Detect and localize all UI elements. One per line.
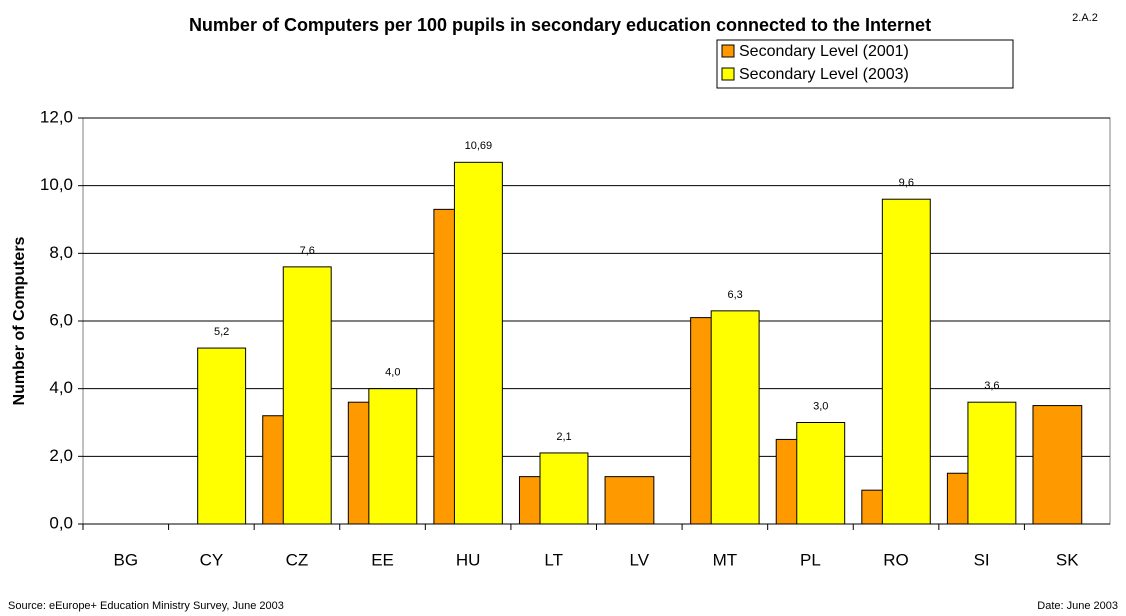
legend-label: Secondary Level (2001)	[739, 43, 909, 60]
bar	[368, 388, 418, 525]
data-label: 3,6	[984, 380, 999, 392]
source-note: Source: eEurope+ Education Ministry Surv…	[8, 600, 284, 612]
bar	[539, 452, 589, 525]
legend-box	[716, 39, 1014, 89]
x-tick-label: HU	[456, 550, 481, 569]
bar	[967, 401, 1017, 525]
x-tick-label: LV	[630, 550, 650, 569]
x-tick-label: LT	[544, 550, 563, 569]
x-tick-label: EE	[371, 550, 394, 569]
data-label: 2,1	[556, 431, 571, 443]
legend-swatch	[721, 67, 735, 81]
y-tick-label: 0,0	[49, 513, 73, 532]
bar	[881, 198, 931, 525]
y-tick-label: 12,0	[40, 107, 73, 126]
data-label: 9,6	[899, 177, 914, 189]
bar	[1032, 405, 1083, 525]
y-tick-label: 4,0	[49, 378, 73, 397]
y-tick-label: 8,0	[49, 243, 73, 262]
date-note: Date: June 2003	[1037, 600, 1118, 612]
x-tick-label: SI	[974, 550, 990, 569]
y-tick-label: 6,0	[49, 310, 73, 329]
data-label: 3,0	[813, 400, 828, 412]
y-tick-label: 2,0	[49, 446, 73, 465]
data-label: 7,6	[300, 245, 315, 257]
x-tick-label: SK	[1056, 550, 1079, 569]
bar	[796, 422, 846, 525]
legend-swatch	[721, 44, 735, 58]
y-axis-label: Number of Computers	[11, 236, 28, 405]
bar	[197, 347, 247, 525]
bar	[282, 266, 332, 525]
bar	[604, 476, 655, 525]
chart-title: Number of Computers per 100 pupils in se…	[188, 15, 932, 35]
x-tick-label: MT	[713, 550, 738, 569]
y-tick-label: 10,0	[40, 175, 73, 194]
data-label: 4,0	[385, 367, 400, 379]
bar	[453, 161, 503, 525]
chart-code: 2.A.2	[1072, 12, 1098, 24]
x-tick-label: PL	[800, 550, 821, 569]
x-tick-label: CZ	[286, 550, 309, 569]
data-label: 5,2	[214, 326, 229, 338]
legend-label: Secondary Level (2003)	[739, 66, 909, 83]
x-tick-label: RO	[883, 550, 909, 569]
data-label: 10,69	[465, 140, 493, 152]
x-tick-label: BG	[114, 550, 139, 569]
x-tick-label: CY	[200, 550, 224, 569]
bar	[710, 310, 760, 525]
data-label: 6,3	[727, 289, 742, 301]
